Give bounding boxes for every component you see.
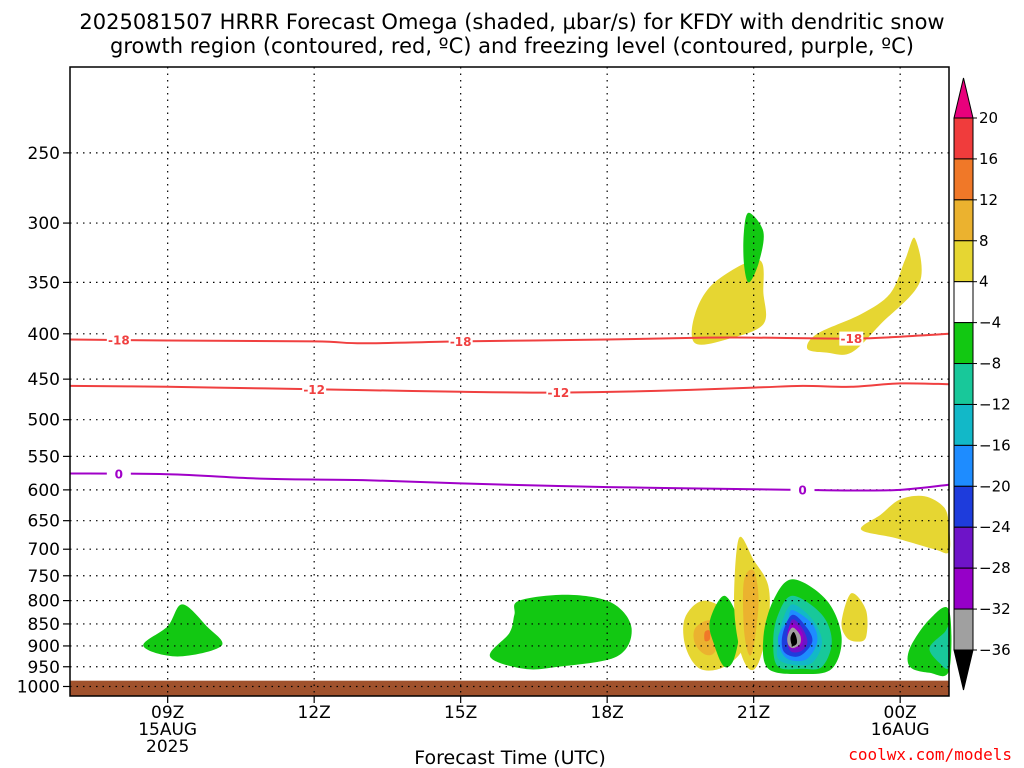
colorbar-label: 12 [979, 191, 998, 209]
contour-label-bg [448, 334, 473, 349]
time-tick-label: 09Z [151, 703, 184, 723]
contour-layer: -18 -18 -18 -12 -12 0 0 [69, 331, 950, 497]
pressure-tick-label: 650 [28, 512, 60, 532]
colorbar-label: 4 [979, 273, 989, 291]
time-tick-label: 2025 [146, 737, 189, 757]
ground-terrain [70, 680, 949, 696]
contour-label: 0 [798, 483, 806, 497]
ground-layer [70, 680, 949, 696]
contour-label-bg [790, 482, 815, 497]
colorbar-label: −8 [979, 355, 1001, 373]
pressure-tick-label: 400 [28, 325, 60, 345]
omega-area [709, 595, 740, 668]
pressure-tick-label: 1000 [17, 677, 60, 697]
omega-colorbar: 20 16 12 8 4 −4 −8 −12 −16 −20 −24 −28 −32 −36 [953, 77, 1011, 691]
colorbar-bin [953, 485, 974, 528]
contour-label-bg [106, 333, 131, 348]
x-axis-title: Forecast Time (UTC) [414, 747, 605, 768]
time-tick-label: 15AUG [138, 720, 197, 740]
omega-area [489, 594, 632, 670]
colorbar-bin [953, 403, 974, 446]
contour-label: -12 [303, 383, 325, 397]
pressure-tick-label: 900 [28, 637, 60, 657]
time-tick-label: 12Z [298, 703, 331, 723]
colorbar-bin [953, 117, 974, 160]
colorbar-label: −36 [979, 641, 1011, 659]
colorbar-bin [953, 444, 974, 487]
colorbar-label: 16 [979, 150, 998, 168]
time-tick-label: 21Z [737, 703, 770, 723]
time-tick-label: 00Z [884, 703, 917, 723]
contour-label-bg [546, 385, 571, 400]
colorbar-label: 8 [979, 232, 989, 250]
pressure-tick-label: 500 [28, 411, 60, 431]
contour-line [69, 472, 950, 492]
omega-area [860, 495, 951, 554]
colorbar-cap-bottom [953, 649, 974, 691]
colorbar-cap-top [953, 77, 974, 119]
contour-line [69, 382, 950, 394]
colorbar-label: −12 [979, 395, 1011, 413]
colorbar-bin [953, 281, 974, 324]
colorbar-bin [953, 363, 974, 405]
colorbar-label: −28 [979, 559, 1011, 577]
omega-area [790, 631, 798, 646]
pressure-axis: 2503003504004505005506006507007508008509… [17, 144, 70, 697]
plot-frame [69, 66, 950, 697]
credit-text: coolwx.com/models [848, 745, 1012, 764]
colorbar-bin [953, 322, 974, 365]
time-tick-label: 18Z [591, 703, 624, 723]
pressure-tick-label: 450 [28, 370, 60, 390]
colorbar-bin [953, 567, 974, 610]
contour-label: 0 [115, 467, 123, 481]
pressure-tick-label: 700 [28, 540, 60, 560]
colorbar-label: 20 [979, 109, 998, 127]
contour-label: -18 [108, 334, 130, 348]
pressure-tick-label: 850 [28, 615, 60, 635]
omega-area [929, 626, 950, 670]
contour-label: -12 [547, 386, 569, 400]
pressure-tick-label: 550 [28, 447, 60, 467]
colorbar-label: −4 [979, 314, 1001, 332]
colorbar-label: −32 [979, 600, 1011, 618]
time-tick-label: 15Z [444, 703, 477, 723]
omega-area [743, 212, 764, 283]
pressure-tick-label: 350 [28, 273, 60, 293]
colorbar-bin [953, 608, 974, 651]
chart-title-line-1: 2025081507 HRRR Forecast Omega (shaded, … [79, 10, 944, 34]
colorbar-bin [953, 240, 974, 283]
colorbar-bin [953, 526, 974, 569]
pressure-tick-label: 250 [28, 144, 60, 164]
omega-area [143, 604, 223, 657]
pressure-tick-label: 800 [28, 592, 60, 612]
contour-label-bg [302, 382, 327, 397]
contour-label: -18 [840, 332, 862, 346]
omega-area [742, 569, 759, 656]
omega-area [806, 237, 922, 355]
grid-layer [70, 67, 949, 696]
contour-label-bg [106, 466, 131, 481]
chart-title-line-2: growth region (contoured, red, ºC) and f… [110, 34, 914, 58]
plot-area: -18 -18 -18 -12 -12 0 0 [69, 66, 952, 697]
time-tick-label: 16AUG [871, 720, 930, 740]
omega-area [841, 593, 868, 642]
colorbar-bin [953, 199, 974, 242]
omega-area [704, 630, 711, 642]
colorbar-label: −16 [979, 436, 1011, 454]
pressure-tick-label: 950 [28, 658, 60, 678]
pressure-tick-label: 750 [28, 567, 60, 587]
pressure-tick-label: 600 [28, 481, 60, 501]
omega-shading-layer [143, 212, 952, 677]
colorbar-label: −24 [979, 518, 1011, 536]
colorbar-bin [953, 158, 974, 201]
contour-label-bg [839, 331, 864, 346]
colorbar-label: −20 [979, 477, 1011, 495]
pressure-tick-label: 300 [28, 214, 60, 234]
contour-label: -18 [450, 335, 472, 349]
